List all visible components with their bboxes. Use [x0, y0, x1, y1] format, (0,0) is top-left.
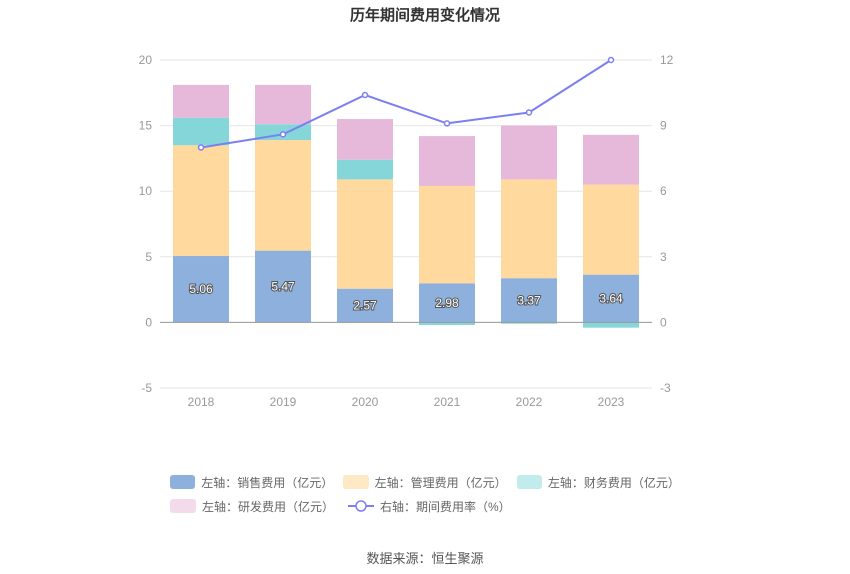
left-axis-tick-label: 10 — [139, 184, 153, 198]
bar-segment-4-2023 — [583, 134, 639, 185]
bar-segment-2-2022 — [501, 179, 557, 279]
left-axis-tick-label: 15 — [139, 119, 153, 133]
bar-segment-4-2020 — [337, 119, 393, 160]
right-axis-tick-label: 0 — [660, 315, 667, 329]
chart-title: 历年期间费用变化情况 — [349, 7, 500, 24]
right-axis-tick-label: 9 — [660, 119, 667, 133]
bar-segment-4-2019 — [255, 84, 311, 125]
legend-swatch-sales — [170, 475, 196, 489]
axis-layer: -5 0 5 10 15 20 -3 0 3 6 9 12 2018 2019 2020 2021 2022 20… — [139, 53, 674, 409]
legend-item-sales[interactable]: 左轴：销售费用（亿元） — [170, 474, 334, 491]
x-axis-tick-label: 2020 — [352, 395, 379, 409]
rate-point-2022 — [525, 109, 533, 116]
legend-row-2: 左轴：研发费用（亿元） 右轴：期间费用率（%） — [170, 494, 690, 518]
data-label: 3.64 — [599, 292, 623, 306]
rate-point-2018 — [197, 144, 205, 151]
label-layer: 5.06 5.47 2.57 2.98 3.37 3.64 — [188, 279, 624, 314]
legend-item-rd[interactable]: 左轴：研发费用（亿元） — [170, 498, 334, 515]
bar-segment-3-2020 — [337, 159, 393, 180]
source-note: 数据来源：恒生聚源 — [366, 551, 484, 566]
bar-segment-4-2022 — [501, 125, 557, 180]
right-axis-tick-label: 12 — [660, 53, 674, 67]
bar-segment-2-2020 — [337, 179, 393, 289]
legend-item-rate[interactable]: 右轴：期间费用率（%） — [348, 498, 511, 515]
bar-segment-2-2021 — [419, 185, 475, 284]
x-axis-tick-label: 2021 — [434, 395, 461, 409]
rate-point-2019 — [279, 131, 287, 138]
legend-item-finance[interactable]: 左轴：财务费用（亿元） — [516, 474, 680, 491]
bar-segment-1-2018 — [173, 256, 229, 323]
bar-segment-4-2018 — [173, 84, 229, 118]
x-axis-tick-label: 2019 — [270, 395, 297, 409]
bar-segment-1-2023 — [583, 274, 639, 323]
bar-segment-2-2019 — [255, 140, 311, 251]
legend-swatch-finance — [516, 475, 542, 489]
legend-item-admin[interactable]: 左轴：管理费用（亿元） — [343, 474, 507, 491]
bar-segment-1-2021 — [419, 283, 475, 323]
bar-segment-1-2022 — [501, 278, 557, 323]
legend-swatch-rate — [348, 500, 375, 512]
data-label: 2.57 — [353, 299, 377, 313]
legend-label-finance: 左轴：财务费用（亿元） — [547, 475, 680, 490]
bar-segment-2-2023 — [583, 184, 639, 275]
bar-segment-1-2020 — [337, 288, 393, 323]
bar-segment-3-2023 — [583, 322, 639, 328]
x-axis-tick-label: 2023 — [598, 395, 625, 409]
bar-segment-3-2021 — [419, 322, 475, 326]
rate-point-2021 — [443, 120, 451, 127]
legend-label-admin: 左轴：管理费用（亿元） — [374, 475, 507, 490]
x-axis-tick-label: 2018 — [188, 395, 215, 409]
bar-segment-3-2022 — [501, 322, 557, 324]
x-axis-tick-label: 2022 — [516, 395, 543, 409]
legend-label-sales: 左轴：销售费用（亿元） — [201, 475, 334, 490]
data-label: 2.98 — [435, 296, 459, 310]
legend-swatch-rd — [170, 499, 196, 513]
left-axis-tick-label: 0 — [145, 315, 152, 329]
bar-segment-2-2018 — [173, 145, 229, 257]
rate-point-2023 — [607, 56, 615, 64]
data-label: 5.47 — [271, 280, 295, 294]
right-axis-tick-label: -3 — [660, 381, 671, 395]
left-axis-tick-label: -5 — [141, 381, 152, 395]
left-axis-tick-label: 5 — [145, 250, 152, 264]
right-axis-tick-label: 3 — [660, 250, 667, 264]
rate-line — [200, 59, 612, 149]
bar-segment-1-2019 — [255, 250, 311, 323]
bar-segment-4-2021 — [419, 136, 475, 186]
right-axis-tick-label: 6 — [660, 184, 667, 198]
bar-layer — [173, 84, 639, 328]
data-label: 3.37 — [517, 293, 541, 307]
legend-swatch-admin — [343, 475, 369, 489]
legend-row-1: 左轴：销售费用（亿元） 左轴：管理费用（亿元） 左轴：财务费用（亿元） — [170, 470, 690, 494]
data-label: 5.06 — [189, 282, 213, 296]
left-axis-tick-label: 20 — [139, 53, 153, 67]
legend: 左轴：销售费用（亿元） 左轴：管理费用（亿元） 左轴：财务费用（亿元） 左轴：研… — [170, 470, 690, 518]
legend-label-rate: 右轴：期间费用率（%） — [380, 499, 511, 514]
rate-point-2020 — [361, 91, 369, 99]
bar-segment-3-2018 — [173, 117, 229, 146]
legend-label-rd: 左轴：研发费用（亿元） — [202, 499, 335, 514]
line-layer — [197, 56, 615, 151]
